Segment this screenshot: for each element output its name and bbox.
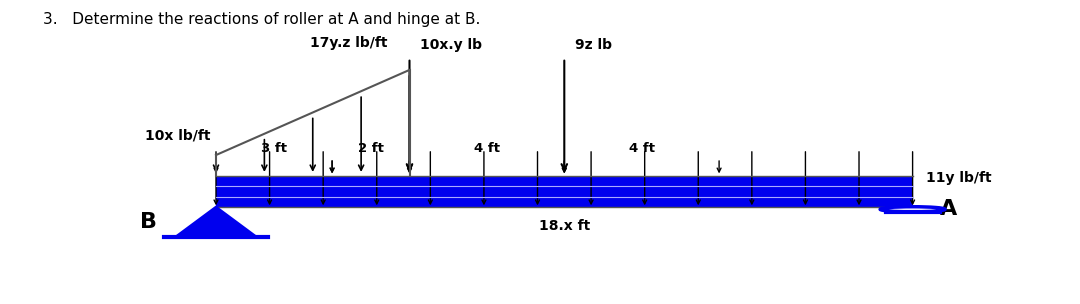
Text: 18.x ft: 18.x ft [539, 219, 590, 233]
Bar [216, 176, 913, 207]
Text: 17y.z lb/ft: 17y.z lb/ft [310, 36, 388, 50]
Text: 10x lb/ft: 10x lb/ft [145, 129, 211, 143]
Text: 4 ft: 4 ft [474, 142, 500, 155]
Text: 3 ft: 3 ft [261, 142, 287, 155]
Text: B: B [139, 212, 157, 232]
Text: A: A [940, 199, 957, 219]
Text: 4 ft: 4 ft [629, 142, 654, 155]
Text: 10x.y lb: 10x.y lb [420, 38, 483, 52]
Text: 11y lb/ft: 11y lb/ft [926, 171, 991, 185]
Text: 9z lb: 9z lb [576, 38, 612, 52]
Text: 2 ft: 2 ft [357, 142, 383, 155]
Polygon shape [175, 207, 257, 237]
Ellipse shape [880, 207, 945, 212]
Text: 3.   Determine the reactions of roller at A and hinge at B.: 3. Determine the reactions of roller at … [43, 12, 481, 27]
